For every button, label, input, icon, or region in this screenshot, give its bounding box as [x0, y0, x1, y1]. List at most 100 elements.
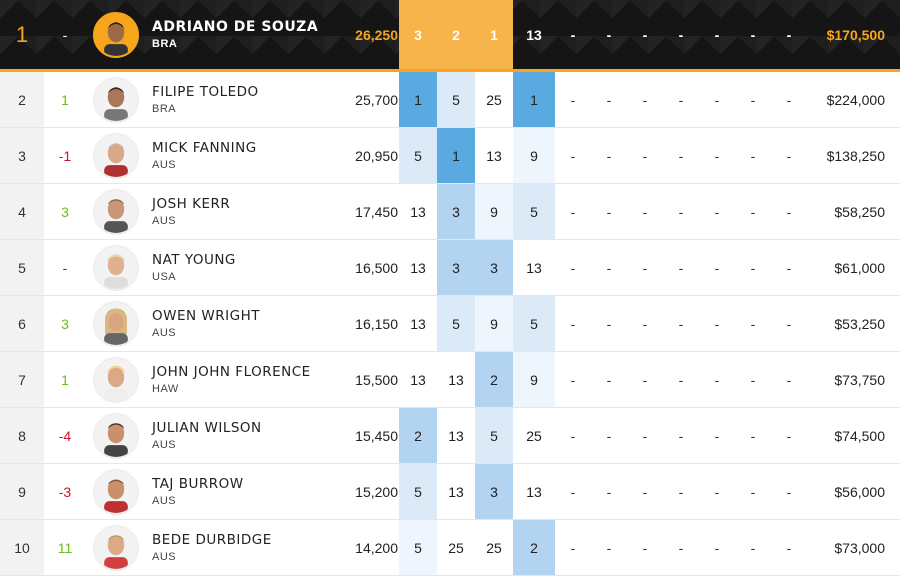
- event-result-3: 9: [475, 184, 513, 239]
- event-result-5: -: [570, 203, 576, 220]
- surfer-name[interactable]: MICK FANNING: [152, 140, 257, 156]
- table-row[interactable]: 3 -1 MICK FANNING AUS 20,950 5 1 13 9 - …: [0, 128, 900, 184]
- rank-change: 3: [61, 203, 69, 220]
- surfer-country: BRA: [152, 38, 178, 50]
- event-result-4: 13: [526, 259, 542, 276]
- surfer-info[interactable]: JOHN JOHN FLORENCE HAW: [152, 352, 337, 407]
- surfer-info[interactable]: BEDE DURBIDGE AUS: [152, 520, 337, 575]
- surfer-info[interactable]: ADRIANO DE SOUZA BRA: [152, 0, 337, 69]
- rank-change: -1: [58, 147, 72, 164]
- event-result-4: 13: [526, 483, 542, 500]
- table-row[interactable]: 5 - NAT YOUNG USA 16,500 13 3 3 13 - - -…: [0, 240, 900, 296]
- rank-cell: 7: [0, 352, 44, 407]
- event-result-10: -: [750, 147, 756, 164]
- surfer-avatar[interactable]: [93, 356, 139, 403]
- surfer-country: AUS: [152, 495, 177, 507]
- table-row[interactable]: 9 -3 TAJ BURROW AUS 15,200 5 13 3 13 - -…: [0, 464, 900, 520]
- surfer-avatar[interactable]: [93, 132, 139, 179]
- surfer-avatar[interactable]: [93, 188, 139, 235]
- event-result-1: 13: [410, 203, 426, 220]
- points-cell: 16,150: [355, 315, 398, 332]
- surfer-country: BRA: [152, 103, 177, 115]
- table-row[interactable]: 10 11 BEDE DURBIDGE AUS 14,200 5 25 25 2…: [0, 520, 900, 576]
- surfer-avatar[interactable]: [93, 244, 139, 291]
- surfer-name[interactable]: JOSH KERR: [152, 196, 231, 212]
- points-cell: 15,200: [355, 483, 398, 500]
- event-result-11: -: [786, 91, 792, 108]
- event-result-4: 1: [513, 72, 555, 127]
- prize-money: $56,000: [834, 483, 885, 500]
- event-result-7: -: [642, 26, 648, 43]
- event-result-9: -: [714, 26, 720, 43]
- surfer-name[interactable]: NAT YOUNG: [152, 252, 236, 268]
- surfer-avatar[interactable]: [93, 76, 139, 123]
- table-row[interactable]: 2 1 FILIPE TOLEDO BRA 25,700 1 5 25 1 - …: [0, 72, 900, 128]
- event-result-3: 25: [486, 91, 502, 108]
- surfer-avatar[interactable]: [93, 11, 139, 58]
- surfer-name[interactable]: FILIPE TOLEDO: [152, 84, 259, 100]
- surfer-name[interactable]: JULIAN WILSON: [152, 420, 262, 436]
- surfer-name[interactable]: TAJ BURROW: [152, 476, 244, 492]
- event-result-6: -: [606, 539, 612, 556]
- rank-cell: 8: [0, 408, 44, 463]
- surfer-info[interactable]: MICK FANNING AUS: [152, 128, 337, 183]
- points-cell: 25,700: [355, 91, 398, 108]
- event-result-7: -: [642, 259, 648, 276]
- event-result-4: 13: [526, 26, 542, 43]
- rank-change: 3: [61, 315, 69, 332]
- surfer-info[interactable]: TAJ BURROW AUS: [152, 464, 337, 519]
- surfer-info[interactable]: OWEN WRIGHT AUS: [152, 296, 337, 351]
- event-result-9: -: [714, 483, 720, 500]
- event-result-1: 13: [410, 371, 426, 388]
- surfer-info[interactable]: JOSH KERR AUS: [152, 184, 337, 239]
- event-result-8: -: [678, 203, 684, 220]
- event-result-1: 5: [399, 520, 437, 575]
- event-result-6: -: [606, 259, 612, 276]
- event-result-6: -: [606, 203, 612, 220]
- surfer-avatar[interactable]: [93, 300, 139, 347]
- event-result-5: -: [570, 371, 576, 388]
- surfer-name[interactable]: JOHN JOHN FLORENCE: [152, 364, 311, 380]
- event-result-1: 5: [399, 464, 437, 519]
- points-cell: 14,200: [355, 539, 398, 556]
- event-result-10: -: [750, 371, 756, 388]
- rank-cell: 3: [0, 128, 44, 183]
- rank-cell: 4: [0, 184, 44, 239]
- rank-cell: 10: [0, 520, 44, 575]
- surfer-name[interactable]: ADRIANO DE SOUZA: [152, 19, 319, 35]
- event-result-3: 13: [486, 147, 502, 164]
- event-result-7: -: [642, 539, 648, 556]
- table-row[interactable]: 4 3 JOSH KERR AUS 17,450 13 3 9 5 - - - …: [0, 184, 900, 240]
- event-result-7: -: [642, 91, 648, 108]
- event-result-3: 3: [475, 240, 513, 295]
- event-result-3: 1: [475, 0, 513, 69]
- event-result-8: -: [678, 91, 684, 108]
- event-result-1: 3: [399, 0, 437, 69]
- event-result-4: 9: [513, 352, 555, 407]
- surfer-avatar[interactable]: [93, 468, 139, 515]
- surfer-avatar[interactable]: [93, 412, 139, 459]
- event-result-7: -: [642, 147, 648, 164]
- event-result-3: 5: [475, 408, 513, 463]
- event-result-2: 3: [437, 240, 475, 295]
- table-row[interactable]: 8 -4 JULIAN WILSON AUS 15,450 2 13 5 25 …: [0, 408, 900, 464]
- event-result-11: -: [786, 203, 792, 220]
- event-result-8: -: [678, 26, 684, 43]
- table-row[interactable]: 7 1 JOHN JOHN FLORENCE HAW 15,500 13 13 …: [0, 352, 900, 408]
- event-result-10: -: [750, 483, 756, 500]
- event-result-7: -: [642, 371, 648, 388]
- event-result-2: 2: [437, 0, 475, 69]
- surfer-name[interactable]: BEDE DURBIDGE: [152, 532, 272, 548]
- rank-cell: 9: [0, 464, 44, 519]
- table-row[interactable]: 6 3 OWEN WRIGHT AUS 16,150 13 5 9 5 - - …: [0, 296, 900, 352]
- surfer-name[interactable]: OWEN WRIGHT: [152, 308, 260, 324]
- table-row-leader[interactable]: 1 - ADRIANO DE SOUZA BRA 26,250 3 2 1 13…: [0, 0, 900, 72]
- surfer-avatar[interactable]: [93, 524, 139, 571]
- event-result-9: -: [714, 427, 720, 444]
- surfer-info[interactable]: JULIAN WILSON AUS: [152, 408, 337, 463]
- surfer-country: AUS: [152, 439, 177, 451]
- event-result-5: -: [570, 26, 576, 43]
- surfer-info[interactable]: FILIPE TOLEDO BRA: [152, 72, 337, 127]
- surfer-info[interactable]: NAT YOUNG USA: [152, 240, 337, 295]
- event-result-9: -: [714, 203, 720, 220]
